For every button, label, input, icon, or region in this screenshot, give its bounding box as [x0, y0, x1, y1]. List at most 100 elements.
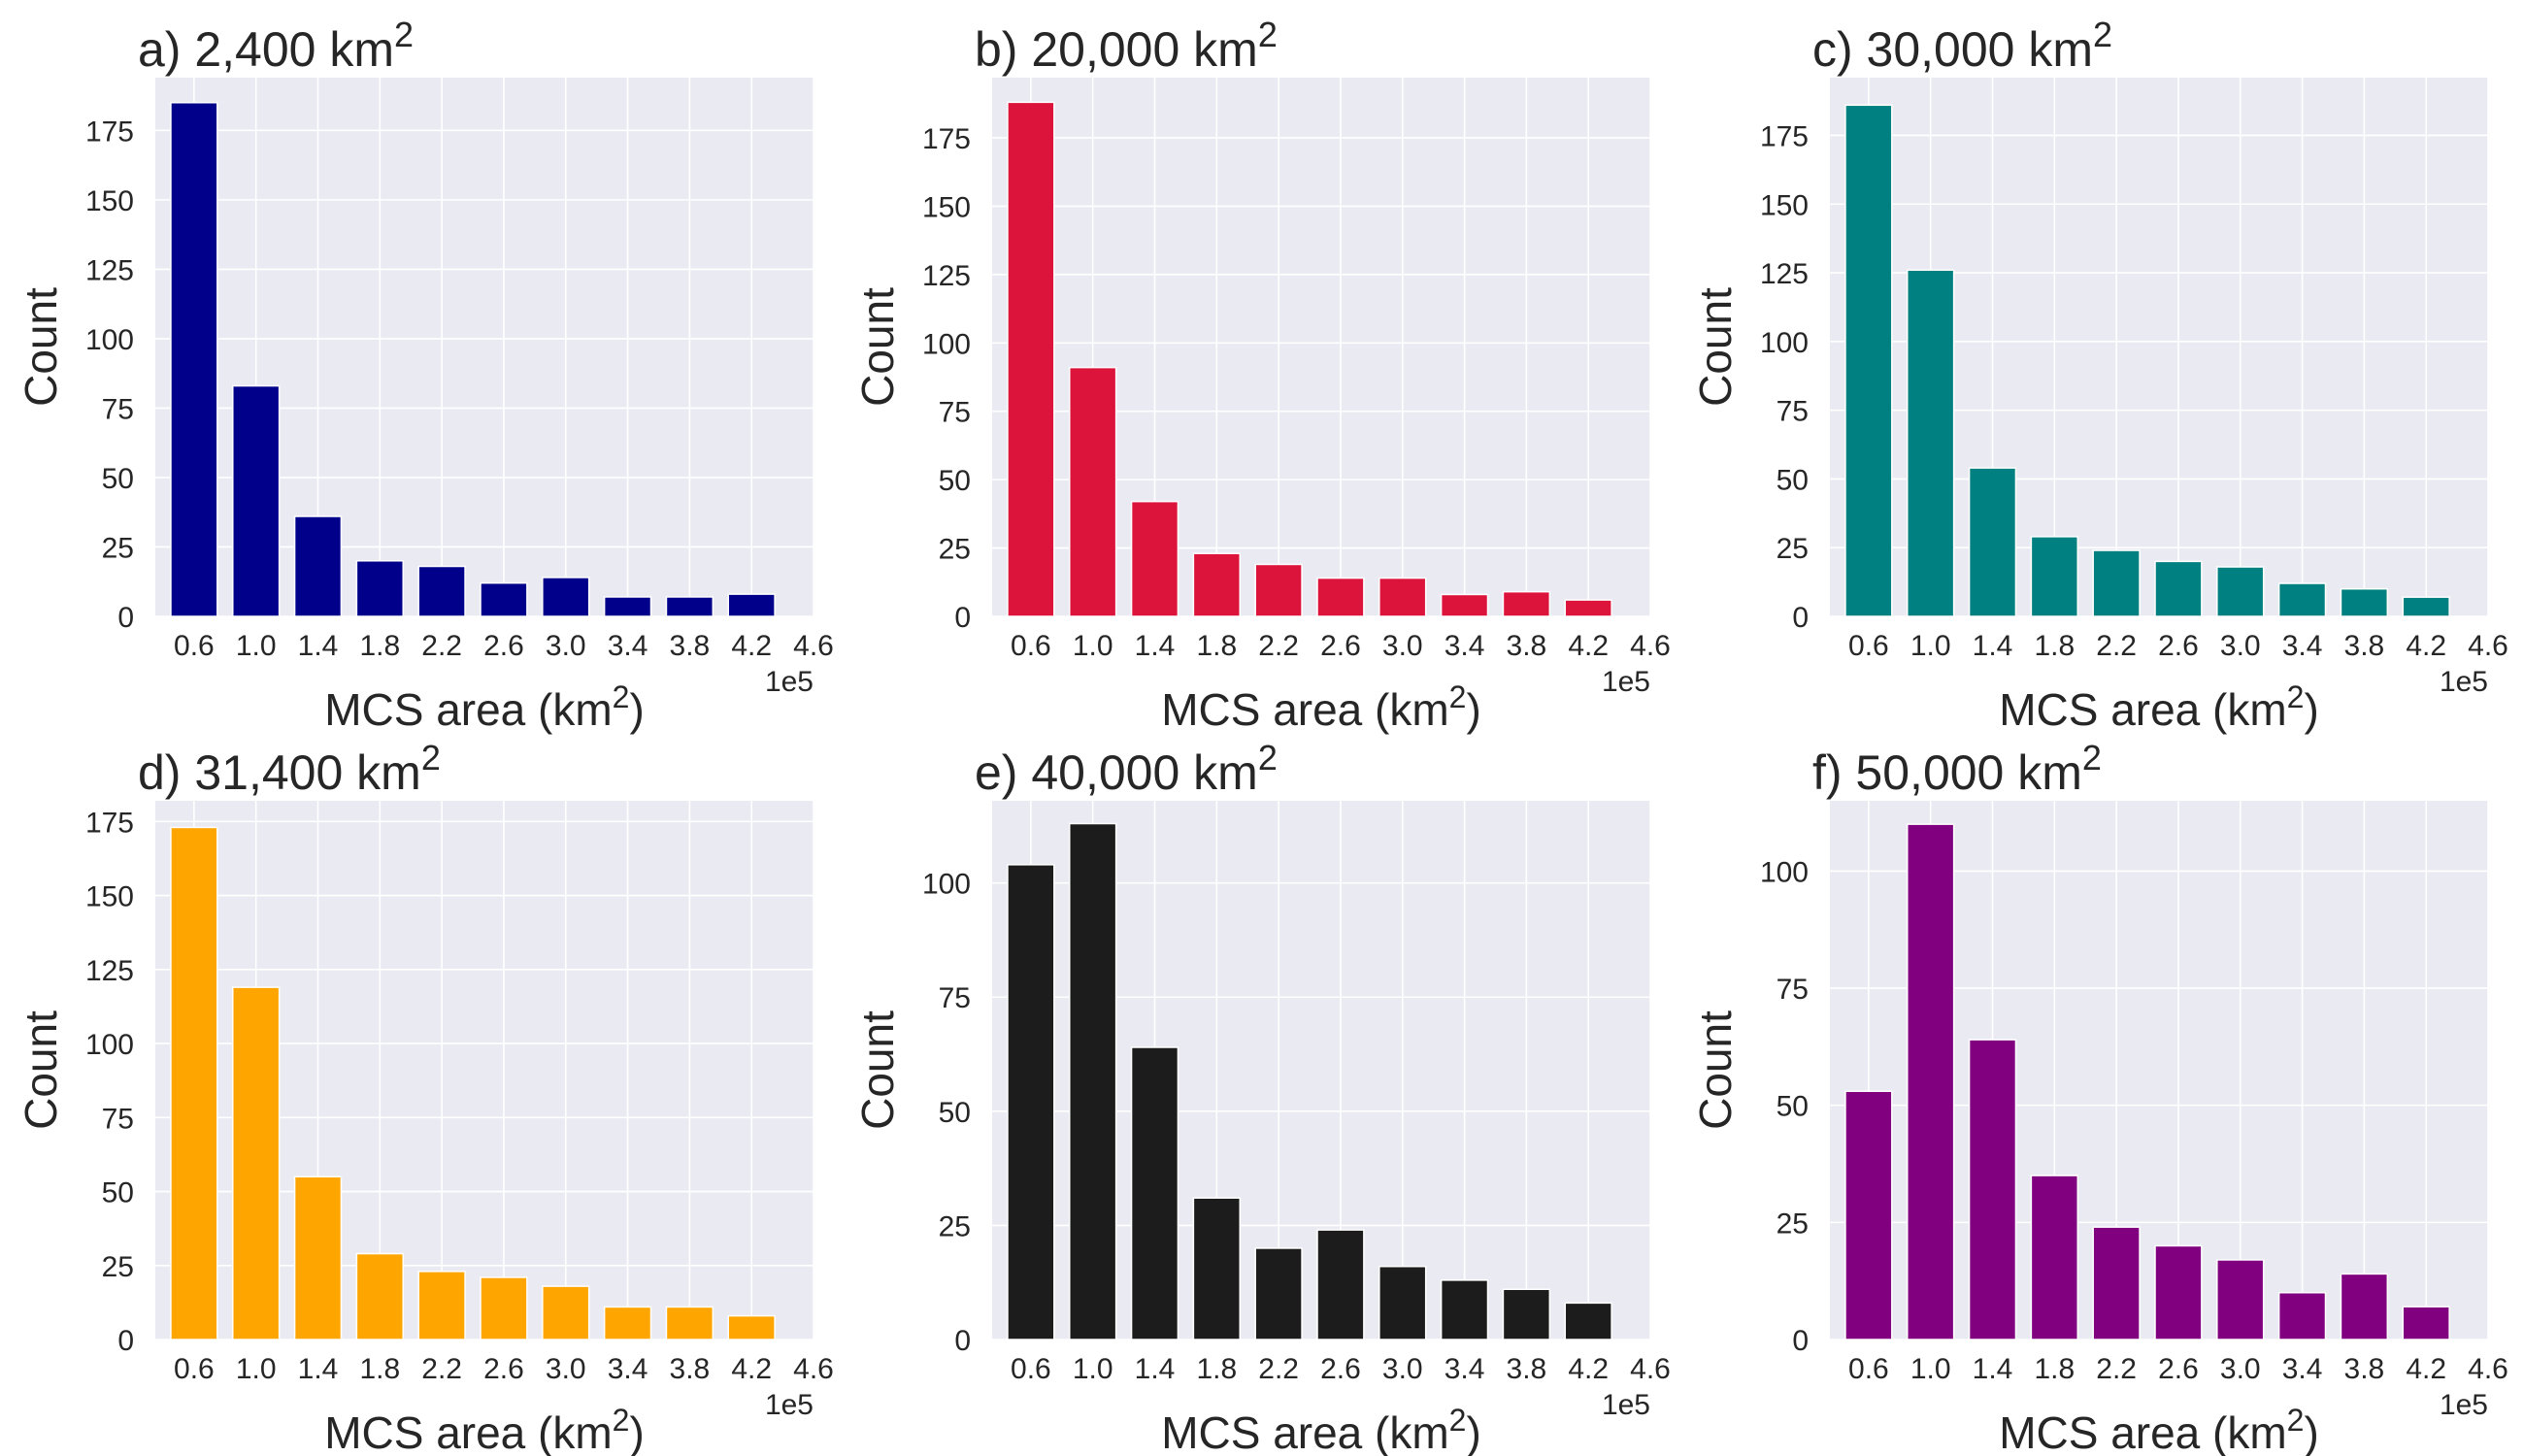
x-tick-label: 3.8 [670, 630, 711, 662]
x-tick-label: 0.6 [174, 630, 215, 662]
y-tick-label: 150 [1760, 189, 1809, 221]
x-tick-label: 1.4 [1135, 1353, 1176, 1385]
bar-1.8 [2030, 536, 2078, 617]
x-offset-label: 1e5 [765, 1389, 814, 1421]
y-tick-label: 75 [1777, 974, 1809, 1006]
bar-1.4 [1968, 1039, 2017, 1340]
x-tick-label: 3.8 [1507, 630, 1547, 662]
x-tick-label: 1.8 [2034, 630, 2075, 662]
y-tick-label: 100 [1760, 856, 1809, 888]
x-tick-label: 3.4 [1445, 630, 1485, 662]
bar-1.8 [355, 1252, 404, 1340]
panel-title: b) 20,000 km2 [975, 15, 1278, 77]
bar-3.8 [665, 596, 714, 617]
y-tick-label: 100 [1760, 327, 1809, 359]
bar-1.0 [1907, 269, 1955, 617]
bar-3.4 [603, 596, 652, 617]
chart-panel-a: 0 25 50 75 100 125 150 175 0.6 1.0 1.4 1.8 2.2 2.6 3.0… [16, 15, 834, 735]
x-tick-label: 3.4 [608, 630, 648, 662]
bar-0.6 [170, 826, 218, 1340]
y-axis-label: Count [852, 1010, 903, 1130]
bar-1.4 [1130, 1046, 1179, 1340]
bar-2.6 [1316, 1229, 1365, 1340]
y-tick-label: 0 [1792, 1325, 1809, 1357]
x-offset-label: 1e5 [1602, 1389, 1650, 1421]
y-tick-label: 25 [102, 1251, 134, 1283]
x-tick-label: 4.6 [793, 630, 834, 662]
panel-title: f) 50,000 km2 [1812, 738, 2102, 800]
x-tick-label: 1.8 [359, 630, 400, 662]
chart-panel-f: 0 25 50 75 100 0.6 1.0 1.4 1.8 2.2 2.6 3.0 3.4 3.8 4.2… [1690, 738, 2508, 1456]
x-tick-label: 4.2 [731, 630, 772, 662]
x-axis-label: MCS area (km2) [1999, 1403, 2319, 1456]
bar-4.2 [727, 1314, 776, 1340]
x-offset-label: 1e5 [765, 666, 814, 698]
bar-3.8 [2340, 1273, 2389, 1340]
y-tick-label: 100 [922, 869, 971, 901]
y-tick-label: 25 [1777, 533, 1809, 565]
bar-2.2 [1254, 1247, 1303, 1340]
x-offset-label: 1e5 [1602, 666, 1650, 698]
bar-3.4 [603, 1306, 652, 1340]
y-tick-label: 150 [85, 185, 134, 217]
x-tick-label: 3.0 [546, 630, 586, 662]
x-tick-label: 2.2 [1258, 630, 1299, 662]
x-tick-label: 0.6 [1011, 1353, 1051, 1385]
x-tick-label: 2.2 [2096, 630, 2137, 662]
y-tick-label: 50 [939, 1097, 971, 1129]
x-tick-label: 1.4 [1135, 630, 1176, 662]
bar-4.2 [1564, 599, 1612, 617]
bar-1.0 [1069, 366, 1117, 617]
x-tick-label: 2.6 [2158, 1353, 2199, 1385]
bar-3.4 [2277, 1291, 2327, 1340]
x-tick-label: 3.0 [2220, 1353, 2261, 1385]
x-tick-label: 0.6 [1011, 630, 1051, 662]
x-tick-label: 1.8 [1196, 1353, 1237, 1385]
x-tick-label: 4.6 [793, 1353, 834, 1385]
x-tick-label: 1.0 [236, 630, 277, 662]
y-tick-label: 25 [102, 532, 134, 564]
bar-0.6 [1844, 1090, 1893, 1340]
x-tick-label: 3.8 [1507, 1353, 1547, 1385]
x-tick-label: 1.4 [298, 630, 339, 662]
y-tick-label: 0 [117, 1325, 134, 1357]
y-tick-label: 50 [1777, 464, 1809, 496]
x-tick-label: 1.4 [1973, 1353, 2013, 1385]
y-tick-label: 0 [117, 602, 134, 634]
y-tick-label: 100 [922, 328, 971, 360]
bar-3.4 [1440, 593, 1489, 617]
x-offset-label: 1e5 [2440, 1389, 2488, 1421]
bar-1.8 [1192, 1197, 1241, 1340]
x-tick-label: 1.4 [1973, 630, 2013, 662]
x-tick-label: 1.0 [1910, 630, 1951, 662]
x-tick-label: 3.4 [608, 1353, 648, 1385]
bar-3.8 [1502, 1288, 1551, 1340]
bar-0.6 [1007, 864, 1055, 1340]
x-tick-label: 3.0 [2220, 630, 2261, 662]
y-tick-label: 50 [102, 463, 134, 495]
x-axis-label: MCS area (km2) [324, 679, 645, 735]
y-tick-label: 75 [1777, 396, 1809, 428]
x-tick-label: 2.6 [483, 1353, 524, 1385]
x-tick-label: 1.0 [1073, 1353, 1113, 1385]
bar-4.2 [2402, 596, 2450, 617]
bar-0.6 [1844, 104, 1893, 617]
bar-3.0 [542, 577, 590, 617]
bar-1.8 [2030, 1175, 2078, 1340]
bar-2.2 [417, 1271, 466, 1340]
y-tick-label: 75 [939, 982, 971, 1014]
bar-3.0 [2216, 566, 2265, 617]
panel-title: d) 31,400 km2 [138, 738, 441, 800]
bar-1.4 [293, 515, 343, 617]
bar-2.6 [480, 1276, 528, 1340]
bar-4.2 [1564, 1302, 1612, 1340]
y-tick-label: 50 [939, 465, 971, 497]
bar-0.6 [1007, 101, 1055, 617]
y-axis-label: Count [1690, 1010, 1741, 1130]
y-tick-label: 175 [1760, 120, 1809, 152]
x-tick-label: 3.4 [1445, 1353, 1485, 1385]
x-offset-label: 1e5 [2440, 666, 2488, 698]
y-tick-label: 0 [954, 602, 971, 634]
bar-3.4 [2277, 582, 2327, 617]
